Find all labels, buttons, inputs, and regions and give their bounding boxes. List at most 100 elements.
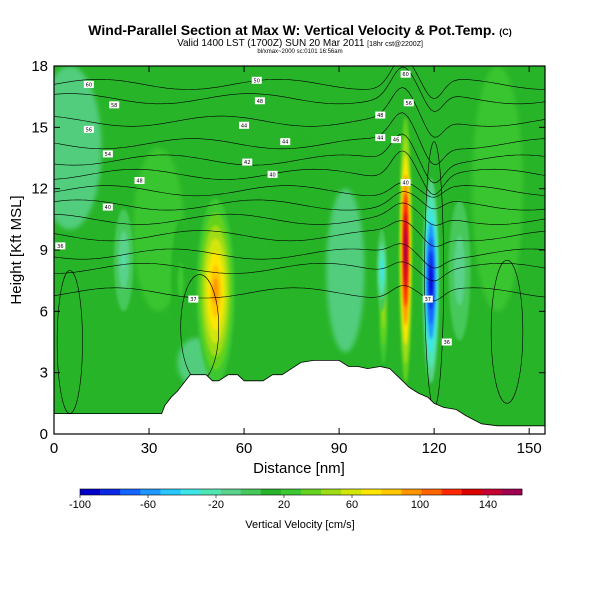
field-band-0 — [54, 66, 102, 230]
valid-time-text: Valid 1400 LST (1700Z) SUN 20 Mar 2011 — [177, 38, 365, 49]
y-tick-label-9: 9 — [40, 242, 48, 259]
colorbar-swatch-17 — [421, 489, 442, 495]
colorbar-swatch-16 — [401, 489, 422, 495]
colorbar-swatch-4 — [160, 489, 181, 495]
contour-label-6: 36 — [57, 244, 63, 250]
y-axis-title: Height [Kft MSL] — [8, 195, 25, 304]
x-tick-label-90: 90 — [331, 440, 348, 457]
contour-label-box-17 — [391, 136, 402, 144]
y-axis: 0 36 9 12 15 18 — [31, 58, 545, 443]
colorbar-swatch-19 — [461, 489, 483, 495]
colorbar-frame — [79, 488, 523, 496]
x-tick-label-120: 120 — [422, 440, 447, 457]
colorbar-swatch-20 — [481, 489, 503, 495]
updraft-cell-3-level-6 — [179, 271, 183, 290]
y-tick-label-0: 0 — [40, 426, 48, 443]
y-tick-label-12: 12 — [31, 181, 48, 198]
chart-title: Wind-Parallel Section at Max W: Vertical… — [0, 22, 600, 38]
contour-label-21: 36 — [444, 340, 450, 346]
colorbar-swatch-7 — [220, 489, 242, 495]
downdraft-cell-1-level-6 — [381, 264, 383, 277]
contour-label-box-3 — [102, 150, 113, 158]
colorbar-swatch-13 — [341, 489, 362, 495]
isentrope-48 — [54, 182, 545, 198]
terrain — [53, 360, 546, 435]
contour-label-20: 37 — [425, 297, 431, 303]
contour-label-box-10 — [280, 138, 291, 146]
x-tick-label-0: 0 — [50, 440, 58, 457]
contour-label-box-15 — [375, 111, 386, 119]
field-band-2 — [269, 127, 333, 291]
colorbar-swatch-2 — [120, 489, 141, 495]
isentrope-42 — [54, 220, 545, 247]
chart-title-text: Wind-Parallel Section at Max W: Vertical… — [88, 22, 496, 38]
colorbar-tick-label-140: 140 — [479, 499, 497, 511]
contour-label-7: 50 — [254, 78, 260, 84]
y-tick-label-18: 18 — [31, 58, 48, 75]
updraft-cell-1-level-6 — [404, 231, 407, 269]
contour-label-box-18 — [400, 179, 411, 187]
colorbar-swatch-0 — [80, 489, 101, 495]
contour-label-box-12 — [267, 170, 278, 178]
contour-labels: 60 58 56 54 48 40 36 50 48 44 44 42 40 60 56 48 44 46 40 37… — [55, 70, 452, 346]
contour-label-box-6 — [55, 242, 66, 250]
isentrope-60 — [54, 66, 545, 100]
isentrope-40 — [54, 243, 545, 269]
field-band-1 — [133, 147, 184, 312]
colorbar-swatch-3 — [140, 489, 161, 495]
colorbar-tick-label--100: -100 — [69, 499, 91, 511]
y-tick-label-6: 6 — [40, 303, 48, 320]
contour-label-box-9 — [239, 121, 250, 129]
downdraft-cell-3-level-6 — [457, 258, 462, 283]
colorbar: -100 -60 -20 20 60 100 140 — [69, 488, 523, 511]
contour-loop-2 — [490, 259, 524, 404]
isentrope-38 — [54, 261, 545, 282]
contour-label-9: 44 — [241, 123, 247, 129]
contour-label-4: 48 — [136, 178, 142, 184]
colorbar-swatch-9 — [260, 489, 282, 495]
contour-label-box-16 — [375, 134, 386, 142]
contour-label-box-1 — [109, 101, 120, 109]
contour-label-box-21 — [441, 338, 452, 346]
colorbar-tick-label-60: 60 — [346, 499, 358, 511]
contour-label-10: 44 — [282, 140, 288, 146]
contour-label-15: 48 — [377, 113, 383, 119]
downdraft-cell-2-level-6 — [122, 252, 126, 268]
field-band-4 — [326, 188, 365, 353]
isentrope-36 — [54, 285, 545, 302]
isentrope-54 — [54, 112, 545, 165]
contour-label-13: 60 — [402, 72, 408, 78]
contour-label-box-4 — [134, 176, 145, 184]
contour-label-8: 48 — [257, 99, 263, 105]
contour-label-3: 54 — [105, 152, 111, 158]
colorbar-swatch-18 — [441, 489, 463, 495]
colorbar-swatch-10 — [280, 489, 302, 495]
colorbar-title: Vertical Velocity [cm/s] — [245, 519, 354, 531]
contour-label-1: 58 — [111, 103, 117, 109]
colorbar-swatch-14 — [361, 489, 382, 495]
contour-label-18: 40 — [402, 181, 408, 187]
colorbar-swatch-8 — [240, 489, 262, 495]
colorbar-swatch-5 — [180, 489, 201, 495]
isentrope-44 — [54, 202, 545, 226]
y-tick-label-15: 15 — [31, 119, 48, 136]
contour-label-19: 37 — [190, 297, 196, 303]
colorbar-swatch-1 — [100, 489, 121, 495]
contour-label-box-20 — [422, 295, 433, 303]
contour-label-box-8 — [254, 97, 265, 105]
isentrope-56 — [54, 87, 545, 138]
contour-label-2: 56 — [86, 127, 92, 133]
contour-label-box-2 — [83, 125, 94, 133]
contour-label-box-7 — [251, 76, 262, 84]
contour-label-box-11 — [242, 158, 253, 166]
colorbar-swatch-12 — [321, 489, 342, 495]
contour-label-box-14 — [403, 99, 414, 107]
contour-label-0: 60 — [86, 82, 92, 88]
x-axis: 0 30 60 90 120 150 — [50, 66, 542, 457]
colorbar-swatch-6 — [200, 489, 221, 495]
isentrope-52 — [54, 133, 545, 184]
colorbar-swatch-21 — [501, 489, 523, 495]
contour-label-box-13 — [400, 70, 411, 78]
contour-label-12: 40 — [269, 172, 275, 178]
colorbar-tick-label-100: 100 — [411, 499, 429, 511]
